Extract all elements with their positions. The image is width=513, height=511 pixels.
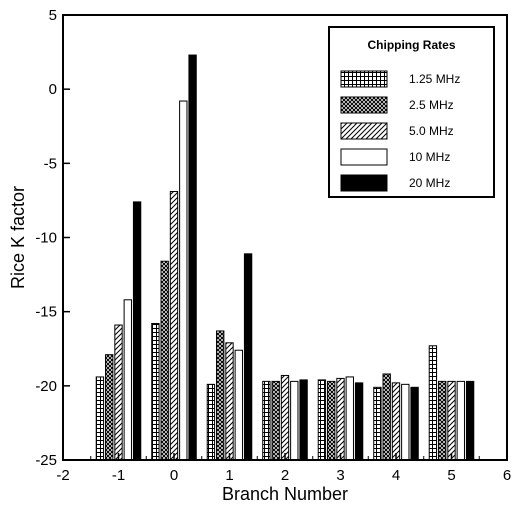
bar-20-mhz-branch-1 [132, 201, 142, 461]
bar-10-mhz-branch-2 [290, 380, 299, 461]
legend-label-2-5-mhz: 2.5 MHz [409, 98, 454, 112]
legend-swatch-2-5-mhz [340, 96, 388, 114]
bar-20-mhz-branch-4 [410, 386, 419, 461]
legend-label-1-25-mhz: 1.25 MHz [409, 72, 460, 86]
legend-label-20-mhz: 20 MHz [409, 176, 450, 190]
bar-20-mhz-branch-3 [354, 382, 364, 461]
bar-5-0-mhz-branch-5 [447, 380, 456, 461]
legend-swatch-1-25-mhz [340, 70, 388, 88]
bar-10-mhz-branch-4 [401, 383, 410, 461]
bar-10-mhz-branch-1 [123, 299, 132, 461]
legend-items: 1.25 MHz 2.5 MHz 5.0 MHz 10 MHz 20 MHz [340, 70, 460, 192]
x-tick-label: -2 [56, 467, 69, 484]
plot-frame [62, 14, 508, 461]
bar-2-5-mhz-branch-3 [327, 380, 336, 461]
legend-label-10-mhz: 10 MHz [409, 150, 450, 164]
bar-1-25-mhz-branch-3 [317, 379, 327, 461]
x-tick-label: 1 [225, 467, 233, 484]
legend-label-5-0-mhz: 5.0 MHz [409, 124, 454, 138]
y-tick-label: -20 [35, 378, 57, 395]
bars [95, 54, 475, 461]
y-tick-label: -10 [35, 230, 57, 247]
y-tick-label: -15 [35, 304, 57, 321]
bar-1-25-mhz-branch-0 [151, 323, 160, 461]
y-tick-label: -5 [44, 155, 57, 172]
y-tick-label: -25 [35, 452, 57, 469]
legend: Chipping Rates 1.25 MHz 2.5 MHz 5.0 MHz 10 … [328, 26, 495, 198]
bar-5-0-mhz-branch-0 [169, 191, 179, 461]
y-tick-label: 0 [49, 81, 57, 98]
y-tick-label: 5 [49, 7, 57, 24]
bar-20-mhz-branch-5 [465, 380, 475, 461]
bar-1-25-mhz-branch-1 [95, 376, 105, 461]
x-tick-label: 3 [336, 467, 344, 484]
x-axis-label: Branch Number [222, 484, 348, 504]
bar-2-5-mhz-branch-5 [438, 380, 447, 461]
bar-20-mhz-branch-1 [243, 253, 253, 461]
x-tick-label: 4 [392, 467, 400, 484]
bar-5-0-mhz-branch-1 [225, 342, 234, 461]
bar-1-25-mhz-branch-1 [206, 383, 216, 461]
legend-swatch-20-mhz [340, 174, 388, 192]
bar-2-5-mhz-branch-0 [160, 260, 169, 461]
x-tick-label: 2 [281, 467, 289, 484]
legend-title: Chipping Rates [367, 38, 455, 52]
bar-20-mhz-branch-0 [188, 54, 197, 461]
bar-10-mhz-branch-1 [234, 349, 243, 461]
bar-5-0-mhz-branch-1 [114, 324, 123, 461]
bar-10-mhz-branch-3 [345, 376, 354, 461]
bar-1-25-mhz-branch-2 [262, 380, 271, 461]
bar-5-0-mhz-branch-3 [336, 377, 345, 461]
bar-2-5-mhz-branch-2 [271, 380, 280, 461]
legend-swatch-10-mhz [340, 148, 388, 166]
bar-5-0-mhz-branch-4 [391, 382, 401, 461]
bar-2-5-mhz-branch-4 [382, 373, 391, 461]
bar-2-5-mhz-branch-1 [105, 354, 114, 461]
bar-1-25-mhz-branch-4 [373, 386, 382, 461]
ticks: -2 -1 0 1 2 3 4 5 6-25-20-15-10-505 [35, 7, 511, 484]
y-axis-label: Rice K factor [8, 186, 28, 289]
bar-20-mhz-branch-2 [299, 379, 308, 461]
x-tick-label: 6 [503, 467, 511, 484]
bar-10-mhz-branch-0 [179, 100, 188, 461]
bar-5-0-mhz-branch-2 [280, 374, 290, 461]
x-tick-label: -1 [112, 467, 125, 484]
bar-2-5-mhz-branch-1 [216, 330, 225, 461]
x-tick-label: 5 [447, 467, 455, 484]
bar-1-25-mhz-branch-5 [428, 345, 438, 461]
x-tick-label: 0 [170, 467, 178, 484]
bar-10-mhz-branch-5 [456, 380, 465, 461]
legend-swatch-5-0-mhz [340, 122, 388, 140]
